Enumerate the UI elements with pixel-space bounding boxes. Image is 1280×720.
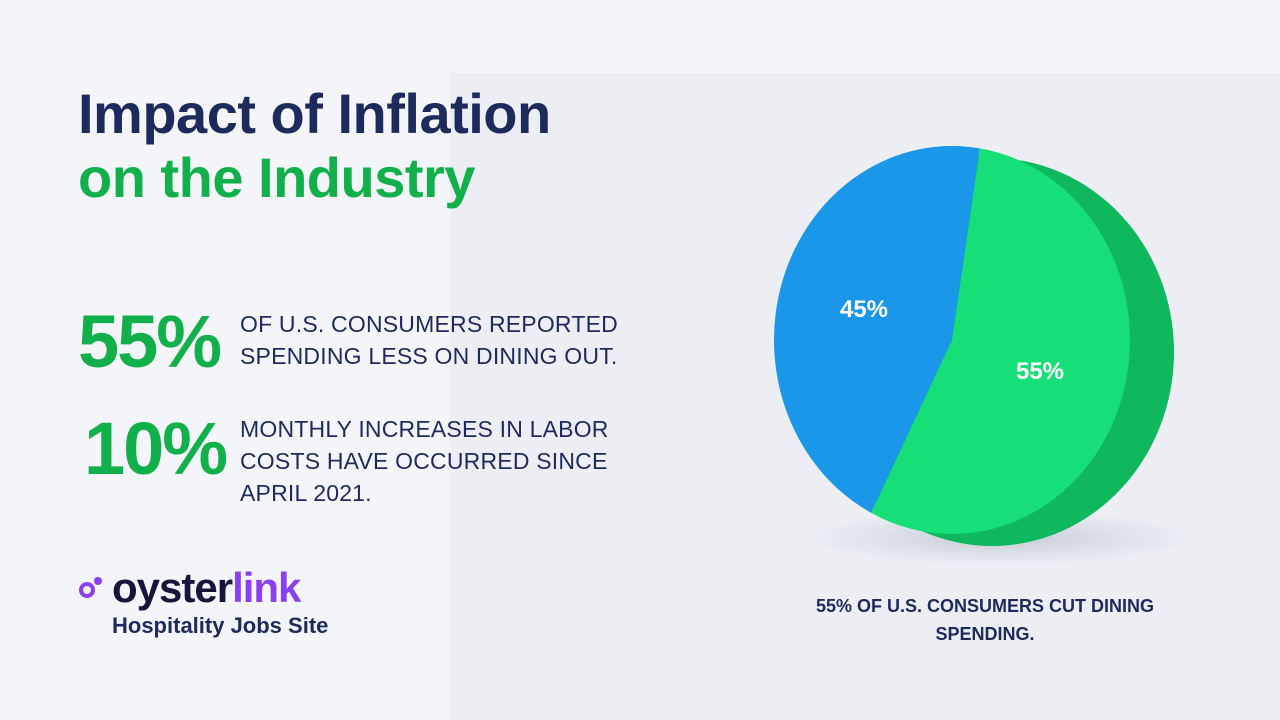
pie-slice-label-55: 55% (1016, 358, 1064, 385)
stat-value: 55% (78, 300, 222, 383)
stat-consumers: 55% OF U.S. CONSUMERS REPORTED SPENDING … (78, 300, 620, 383)
stat-description: MONTHLY INCREASES IN LABOR COSTS HAVE OC… (240, 416, 609, 506)
pie-slice-45 (773, 145, 980, 513)
stat-description: OF U.S. CONSUMERS REPORTED SPENDING LESS… (240, 311, 618, 369)
logo-tagline: Hospitality Jobs Site (112, 613, 329, 638)
oysterlink-logo: oysterlink Hospitality Jobs Site (78, 565, 328, 639)
page-title: Impact of Inflation on the Industry (78, 82, 551, 210)
title-line-2: on the Industry (78, 146, 475, 209)
title-line-1: Impact of Inflation (78, 82, 551, 145)
logo-word-link: link (232, 564, 301, 611)
pie-chart: 55% 45% (773, 145, 1200, 566)
pie-slice-55 (871, 148, 1130, 534)
logo-word-oyster: oyster (112, 564, 233, 611)
pie-slice-label-45: 45% (840, 296, 888, 323)
oysterlink-mark-icon (79, 577, 102, 598)
stat-labor-costs: 10% MONTHLY INCREASES IN LABOR COSTS HAV… (78, 407, 620, 509)
chart-caption: 55% OF U.S. CONSUMERS CUT DINING SPENDIN… (815, 596, 1155, 644)
logo-wordmark: oysterlink (112, 564, 301, 611)
stat-value: 10% (84, 407, 228, 490)
